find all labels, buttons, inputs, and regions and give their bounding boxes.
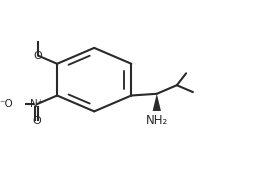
Text: ⁻O: ⁻O xyxy=(0,99,13,109)
Text: N⁺: N⁺ xyxy=(30,99,44,109)
Text: O: O xyxy=(33,116,41,126)
Polygon shape xyxy=(153,94,161,111)
Text: NH₂: NH₂ xyxy=(146,114,168,127)
Text: O: O xyxy=(34,51,42,61)
Text: methoxy: methoxy xyxy=(35,39,41,40)
